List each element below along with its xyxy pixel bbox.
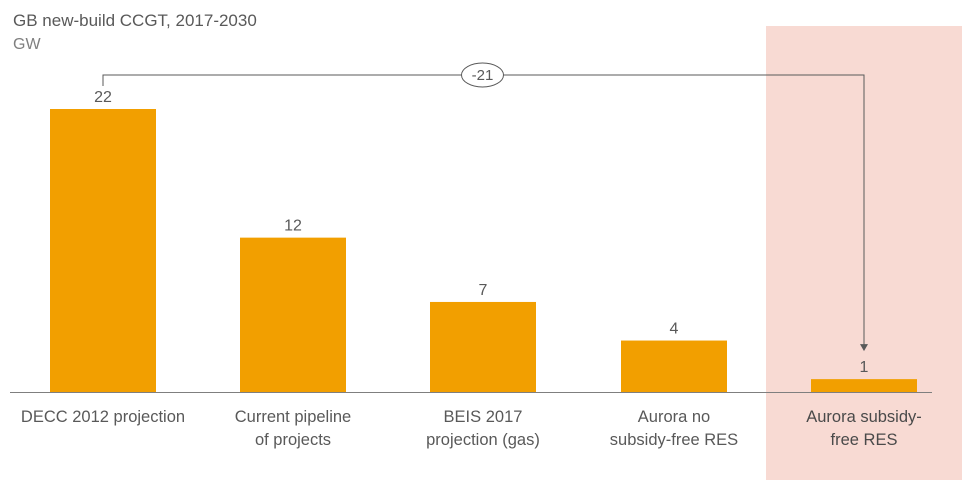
value-label-0: 22: [94, 89, 112, 106]
value-label-1: 12: [284, 218, 302, 235]
category-label-3-1: subsidy-free RES: [610, 431, 738, 449]
category-label-2-1: projection (gas): [426, 431, 540, 449]
chart-title: GB new-build CCGT, 2017-2030: [13, 11, 257, 30]
bar-3: [621, 340, 727, 392]
bar-4: [811, 379, 917, 392]
delta-label: -21: [472, 67, 494, 84]
bar-2: [430, 301, 536, 392]
category-label-1-0: Current pipeline: [235, 408, 351, 426]
value-label-2: 7: [479, 282, 488, 299]
delta-arrowhead: [860, 344, 868, 352]
unit-label: GW: [13, 36, 41, 53]
category-label-0-0: DECC 2012 projection: [21, 408, 185, 426]
bar-1: [240, 237, 346, 392]
value-label-3: 4: [670, 321, 679, 338]
category-label-2-0: BEIS 2017: [444, 408, 523, 426]
category-label-3-0: Aurora no: [638, 408, 710, 426]
value-label-4: 1: [860, 359, 869, 376]
delta-label-badge: [461, 62, 504, 88]
category-label-1-1: of projects: [255, 431, 331, 449]
category-label-4-1: free RES: [831, 431, 898, 449]
category-label-4-0: Aurora subsidy-: [806, 408, 922, 426]
bar-0: [50, 109, 156, 392]
